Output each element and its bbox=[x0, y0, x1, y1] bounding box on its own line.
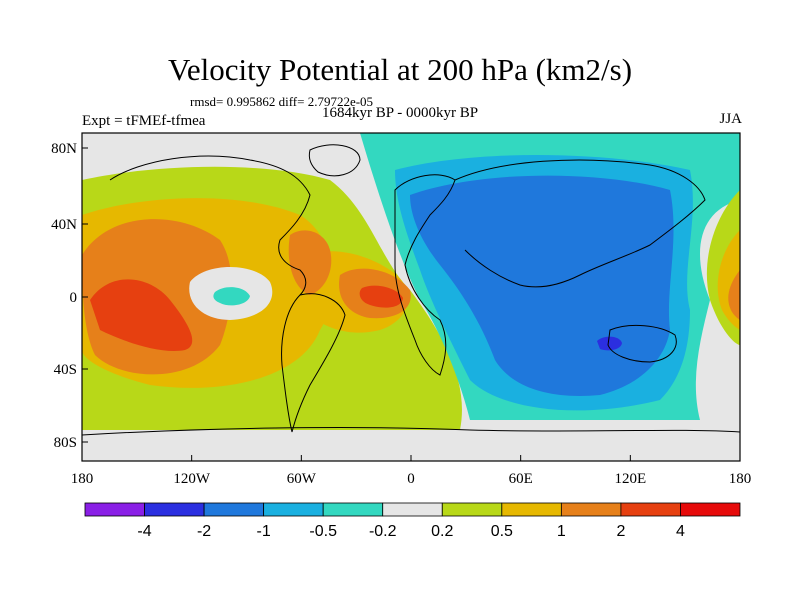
colorbar-swatch bbox=[620, 502, 681, 517]
colorbar-label: 2 bbox=[616, 523, 625, 540]
stats-text: rmsd= 0.995862 diff= 2.79722e-05 bbox=[190, 94, 374, 109]
lon-tick-label: 60W bbox=[287, 471, 317, 487]
lon-tick-label: 180 bbox=[71, 471, 94, 487]
colorbar-label: 1 bbox=[557, 523, 566, 540]
atlantic-core bbox=[359, 285, 403, 308]
colorbar-label: 4 bbox=[676, 523, 685, 540]
lon-tick-label: 120E bbox=[614, 471, 646, 487]
lat-tick-label: 40N bbox=[51, 217, 77, 233]
colorbar-label: 0.5 bbox=[491, 523, 513, 540]
colorbar-swatch bbox=[441, 502, 503, 517]
colorbar-swatch bbox=[382, 502, 443, 517]
contour-field bbox=[82, 133, 740, 461]
lon-tick-label: 0 bbox=[407, 471, 415, 487]
colorbar-label: -1 bbox=[257, 523, 271, 540]
positive-core bbox=[90, 279, 193, 351]
colorbar-swatch bbox=[680, 502, 741, 517]
map-title: Velocity Potential at 200 hPa (km2/s) bbox=[167, 52, 633, 87]
colorbar-swatch bbox=[322, 502, 384, 517]
season-label: JJA bbox=[719, 111, 742, 127]
east-pacific-low-core bbox=[213, 287, 250, 306]
colorbar-label: 0.2 bbox=[431, 523, 453, 540]
lat-tick-label: 0 bbox=[70, 290, 78, 306]
colorbar-swatch bbox=[203, 502, 265, 517]
longitude-axis: 180 120W 60W 0 60E 120E 180 bbox=[71, 455, 752, 487]
negative-core bbox=[597, 336, 622, 351]
colorbar: -4 -2 -1 -0.5 -0.2 0.2 0.5 1 2 4 bbox=[84, 502, 741, 540]
dateline-positive-high bbox=[728, 270, 740, 320]
experiment-label: Expt = tFMEf-tfmea bbox=[82, 113, 206, 129]
colorbar-label: -4 bbox=[137, 523, 151, 540]
period-label: 1684kyr BP - 0000kyr BP bbox=[322, 105, 479, 121]
latitude-axis: 80N 40N 0 40S 80S bbox=[51, 141, 88, 451]
lat-tick-label: 80S bbox=[54, 435, 77, 451]
central-america-high bbox=[288, 230, 332, 295]
lat-tick-label: 80N bbox=[51, 141, 77, 157]
lat-tick-label: 40S bbox=[54, 362, 77, 378]
coastlines bbox=[82, 144, 740, 436]
colorbar-swatch bbox=[144, 502, 205, 517]
colorbar-label: -0.5 bbox=[309, 523, 337, 540]
lon-tick-label: 60E bbox=[509, 471, 533, 487]
colorbar-swatch bbox=[560, 502, 622, 517]
colorbar-swatch bbox=[84, 502, 145, 517]
colorbar-label: -2 bbox=[197, 523, 211, 540]
lon-tick-label: 180 bbox=[729, 471, 752, 487]
colorbar-swatch bbox=[263, 502, 324, 517]
lon-tick-label: 120W bbox=[173, 471, 211, 487]
colorbar-label: -0.2 bbox=[369, 523, 397, 540]
colorbar-swatch bbox=[501, 502, 562, 517]
